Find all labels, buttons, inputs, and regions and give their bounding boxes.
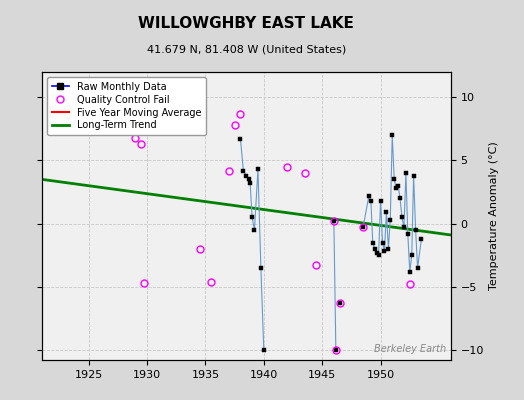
Text: Berkeley Earth: Berkeley Earth xyxy=(375,344,446,354)
Text: 41.679 N, 81.408 W (United States): 41.679 N, 81.408 W (United States) xyxy=(147,44,346,54)
Legend: Raw Monthly Data, Quality Control Fail, Five Year Moving Average, Long-Term Tren: Raw Monthly Data, Quality Control Fail, … xyxy=(47,77,206,135)
Y-axis label: Temperature Anomaly (°C): Temperature Anomaly (°C) xyxy=(489,142,499,290)
Text: WILLOWGHBY EAST LAKE: WILLOWGHBY EAST LAKE xyxy=(138,16,354,31)
